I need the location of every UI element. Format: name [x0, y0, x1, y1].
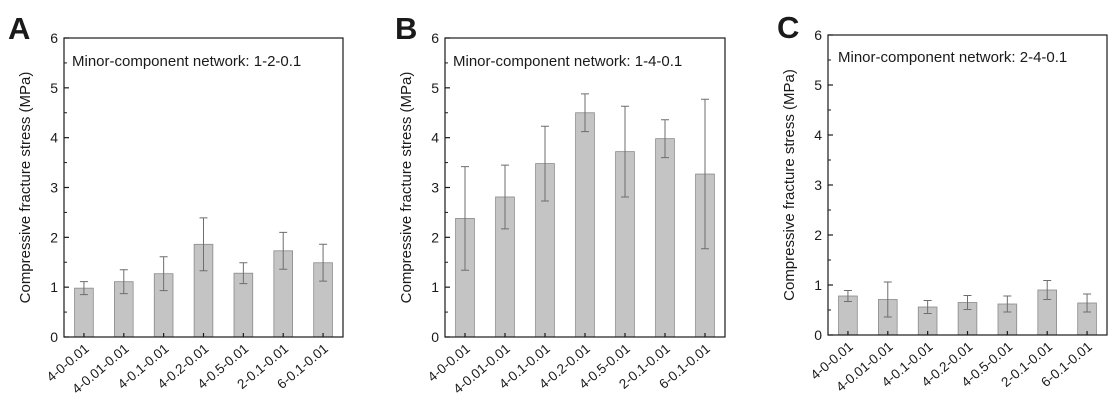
chart-panel-a: A01234564-0-0.014-0.01-0.014-0.1-0.014-0… [8, 11, 344, 397]
panel-letter: B [395, 11, 417, 46]
error-bar [1083, 293, 1092, 313]
error-bar [119, 269, 128, 295]
y-tick-label: 5 [431, 80, 439, 96]
y-tick-label: 4 [814, 127, 822, 143]
y-tick-label: 1 [50, 279, 58, 295]
error-bar [1043, 280, 1052, 300]
chart-panel-c: C01234564-0-0.014-0.01-0.014-0.1-0.014-0… [777, 10, 1108, 395]
network-annotation: Minor-component network: 1-4-0.1 [453, 53, 682, 70]
error-bar [79, 281, 88, 296]
y-tick-label: 4 [431, 130, 439, 146]
y-axis-label: Compressive fracture stress (MPa) [398, 72, 415, 304]
error-bar [159, 256, 168, 292]
error-bar [319, 243, 328, 282]
error-bar [581, 93, 589, 133]
y-tick-label: 2 [814, 227, 822, 243]
y-tick-label: 6 [814, 27, 822, 43]
y-tick-label: 0 [50, 329, 58, 345]
y-tick-label: 5 [50, 80, 58, 96]
y-tick-label: 1 [814, 277, 822, 293]
y-tick-label: 3 [431, 180, 439, 196]
error-bar [239, 262, 248, 285]
error-bar [621, 105, 629, 198]
y-tick-label: 6 [431, 30, 439, 46]
y-axis-label: Compressive fracture stress (MPa) [781, 69, 798, 301]
error-bar [843, 290, 852, 302]
y-tick-label: 0 [814, 327, 822, 343]
panel-letter: A [8, 11, 30, 46]
bar [655, 138, 675, 338]
y-tick-label: 3 [50, 180, 58, 196]
panel-letter: C [777, 10, 799, 45]
error-bar [501, 164, 509, 230]
plot-frame [827, 34, 1108, 336]
error-bar [461, 166, 469, 271]
y-tick-label: 0 [431, 329, 439, 345]
error-bar [963, 295, 972, 310]
error-bar [883, 281, 892, 318]
bar [575, 112, 595, 338]
error-bar [923, 300, 932, 314]
error-bar [701, 98, 709, 250]
error-bar [279, 231, 288, 270]
error-bar [1003, 295, 1012, 313]
y-tick-label: 6 [50, 30, 58, 46]
error-bar [541, 125, 549, 202]
network-annotation: Minor-component network: 2-4-0.1 [838, 49, 1067, 66]
y-tick-label: 2 [431, 229, 439, 245]
y-tick-label: 2 [50, 229, 58, 245]
network-annotation: Minor-component network: 1-2-0.1 [72, 53, 301, 70]
y-tick-label: 3 [814, 177, 822, 193]
bar [74, 287, 94, 338]
y-tick-label: 4 [50, 130, 58, 146]
y-tick-label: 1 [431, 279, 439, 295]
error-bar [199, 217, 208, 272]
y-tick-label: 5 [814, 77, 822, 93]
error-bar [661, 119, 669, 159]
chart-panel-b: B01234564-0-0.014-0.01-0.014-0.1-0.014-0… [395, 11, 726, 397]
y-axis-label: Compressive fracture stress (MPa) [17, 72, 34, 304]
